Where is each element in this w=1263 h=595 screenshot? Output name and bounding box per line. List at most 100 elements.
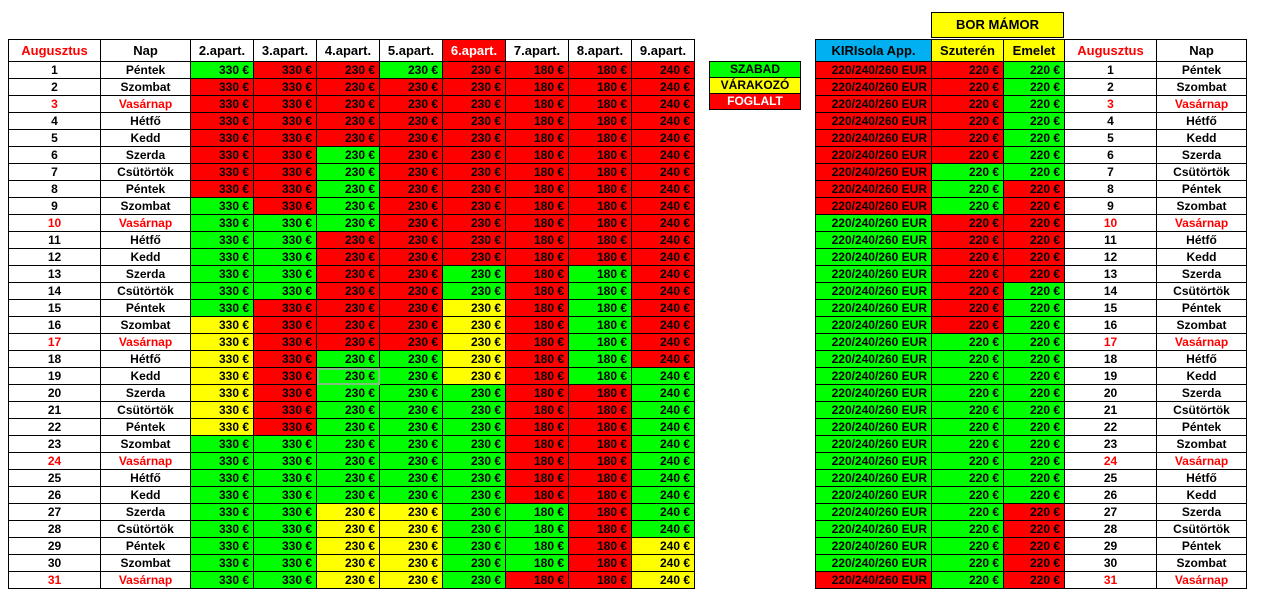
price-cell-apt-7[interactable]: 180 € [505,231,569,249]
price-cell-apt-9[interactable]: 240 € [631,180,695,198]
price-cell-apt-6[interactable]: 230 € [442,248,506,266]
price-cell-apt-2[interactable]: 330 € [190,537,254,555]
price-cell-apt-5[interactable]: 230 € [379,248,443,266]
price-cell-apt-2[interactable]: 330 € [190,452,254,470]
price-cell-szuteren[interactable]: 220 € [931,469,1004,487]
price-cell-apt-2[interactable]: 330 € [190,333,254,351]
weekday-cell[interactable]: Kedd [1156,486,1247,504]
weekday-cell[interactable]: Vasárnap [100,333,191,351]
price-cell-apt-7[interactable]: 180 € [505,282,569,300]
price-cell-apt-9[interactable]: 240 € [631,95,695,113]
weekday-cell[interactable]: Csütörtök [100,163,191,181]
price-cell-emelet[interactable]: 220 € [1003,537,1065,555]
date-cell[interactable]: 8 [8,180,101,198]
price-cell-apt-8[interactable]: 180 € [568,316,632,334]
weekday-cell[interactable]: Hétfő [1156,112,1247,130]
price-cell-emelet[interactable]: 220 € [1003,418,1065,436]
price-cell-emelet[interactable]: 220 € [1003,316,1065,334]
price-cell-emelet[interactable]: 220 € [1003,112,1065,130]
price-cell-apt-9[interactable]: 240 € [631,299,695,317]
date-cell[interactable]: 11 [8,231,101,249]
price-cell-apt-5[interactable]: 230 € [379,112,443,130]
price-cell-kiri[interactable]: 220/240/260 EUR [815,112,932,130]
price-cell-apt-9[interactable]: 240 € [631,248,695,266]
price-cell-apt-6[interactable]: 230 € [442,129,506,147]
weekday-cell[interactable]: Csütörtök [1156,520,1247,538]
price-cell-apt-7[interactable]: 180 € [505,61,569,79]
price-cell-apt-4[interactable]: 230 € [316,265,380,283]
weekday-cell[interactable]: Kedd [1156,367,1247,385]
weekday-cell[interactable]: Péntek [100,299,191,317]
price-cell-kiri[interactable]: 220/240/260 EUR [815,265,932,283]
price-cell-apt-2[interactable]: 330 € [190,265,254,283]
price-cell-apt-9[interactable]: 240 € [631,197,695,215]
price-cell-szuteren[interactable]: 220 € [931,214,1004,232]
price-cell-kiri[interactable]: 220/240/260 EUR [815,197,932,215]
price-cell-apt-6[interactable]: 230 € [442,333,506,351]
price-cell-apt-3[interactable]: 330 € [253,180,317,198]
date-cell[interactable]: 10 [8,214,101,232]
apt-header-4[interactable]: 4.apart. [316,39,380,62]
price-cell-apt-9[interactable]: 240 € [631,469,695,487]
price-cell-apt-9[interactable]: 240 € [631,554,695,572]
date-cell[interactable]: 19 [8,367,101,385]
price-cell-apt-6[interactable]: 230 € [442,520,506,538]
date-cell[interactable]: 20 [1064,384,1157,402]
weekday-cell[interactable]: Szombat [100,197,191,215]
weekday-cell[interactable]: Szombat [100,435,191,453]
price-cell-apt-8[interactable]: 180 € [568,197,632,215]
price-cell-apt-5[interactable]: 230 € [379,95,443,113]
price-cell-apt-2[interactable]: 330 € [190,367,254,385]
date-cell[interactable]: 14 [1064,282,1157,300]
price-cell-apt-8[interactable]: 180 € [568,180,632,198]
price-cell-szuteren[interactable]: 220 € [931,367,1004,385]
price-cell-apt-7[interactable]: 180 € [505,265,569,283]
emelet-header[interactable]: Emelet [1003,39,1065,62]
weekday-cell[interactable]: Csütörtök [1156,401,1247,419]
price-cell-apt-7[interactable]: 180 € [505,299,569,317]
price-cell-apt-5[interactable]: 230 € [379,537,443,555]
price-cell-apt-3[interactable]: 330 € [253,554,317,572]
price-cell-apt-9[interactable]: 240 € [631,61,695,79]
price-cell-apt-2[interactable]: 330 € [190,384,254,402]
date-cell[interactable]: 1 [8,61,101,79]
price-cell-emelet[interactable]: 220 € [1003,571,1065,589]
price-cell-emelet[interactable]: 220 € [1003,231,1065,249]
price-cell-apt-4[interactable]: 230 € [316,197,380,215]
weekday-cell[interactable]: Péntek [100,61,191,79]
price-cell-apt-8[interactable]: 180 € [568,112,632,130]
price-cell-emelet[interactable]: 220 € [1003,452,1065,470]
apt-header-5[interactable]: 5.apart. [379,39,443,62]
weekday-cell[interactable]: Hétfő [1156,469,1247,487]
price-cell-apt-7[interactable]: 180 € [505,452,569,470]
weekday-cell[interactable]: Kedd [1156,129,1247,147]
price-cell-szuteren[interactable]: 220 € [931,452,1004,470]
price-cell-apt-2[interactable]: 330 € [190,571,254,589]
date-cell[interactable]: 3 [8,95,101,113]
price-cell-apt-5[interactable]: 230 € [379,350,443,368]
price-cell-szuteren[interactable]: 220 € [931,503,1004,521]
price-cell-emelet[interactable]: 220 € [1003,520,1065,538]
price-cell-apt-9[interactable]: 240 € [631,316,695,334]
price-cell-apt-7[interactable]: 180 € [505,367,569,385]
price-cell-apt-2[interactable]: 330 € [190,469,254,487]
date-cell[interactable]: 12 [1064,248,1157,266]
price-cell-apt-5[interactable]: 230 € [379,435,443,453]
date-cell[interactable]: 31 [1064,571,1157,589]
weekday-cell[interactable]: Csütörtök [100,520,191,538]
date-cell[interactable]: 6 [1064,146,1157,164]
price-cell-apt-5[interactable]: 230 € [379,520,443,538]
price-cell-szuteren[interactable]: 220 € [931,95,1004,113]
price-cell-apt-3[interactable]: 330 € [253,401,317,419]
price-cell-szuteren[interactable]: 220 € [931,197,1004,215]
price-cell-apt-7[interactable]: 180 € [505,469,569,487]
price-cell-apt-2[interactable]: 330 € [190,180,254,198]
price-cell-emelet[interactable]: 220 € [1003,95,1065,113]
weekday-cell[interactable]: Hétfő [1156,231,1247,249]
price-cell-apt-6[interactable]: 230 € [442,282,506,300]
price-cell-apt-5[interactable]: 230 € [379,316,443,334]
price-cell-szuteren[interactable]: 220 € [931,129,1004,147]
weekday-cell[interactable]: Vasárnap [1156,333,1247,351]
date-cell[interactable]: 2 [8,78,101,96]
price-cell-apt-4[interactable]: 230 € [316,129,380,147]
